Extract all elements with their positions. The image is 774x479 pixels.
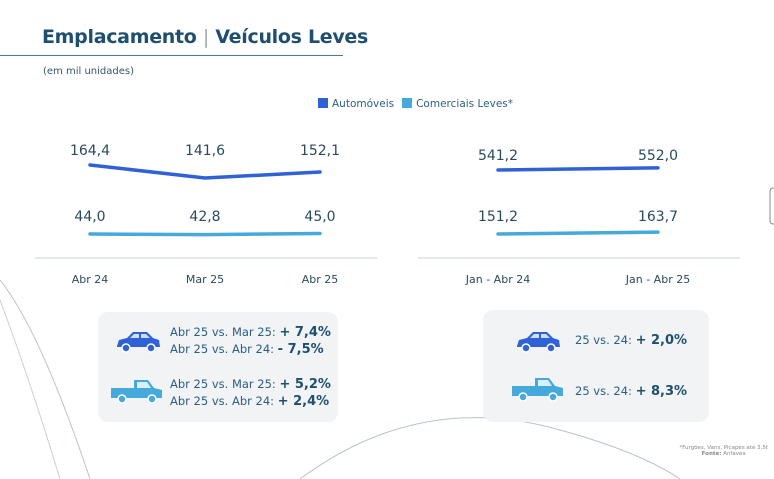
title-rule	[0, 55, 343, 56]
data-label: 163,7	[638, 209, 678, 225]
comparison-label: Abr 25 vs. Abr 24:	[170, 342, 275, 356]
comparison-value: + 8,3%	[635, 384, 688, 399]
decor-curve	[0, 299, 61, 479]
decor-curve	[299, 417, 681, 479]
comparison-value: + 2,4%	[277, 394, 330, 409]
comparison-row: Abr 25 vs. Abr 24: + 2,4%	[170, 393, 331, 410]
comparison-value: + 7,4%	[279, 325, 331, 340]
comparison-value: + 5,2%	[279, 377, 331, 392]
page-title: Emplacamento | Veículos Leves	[42, 26, 368, 48]
car-icon	[517, 332, 560, 353]
ytd-comparison-box: 25 vs. 24: + 2,0% 25 vs. 24: + 8,3%	[483, 310, 709, 422]
legend-swatch	[318, 98, 328, 108]
series-line	[88, 231, 322, 237]
decor-curve	[0, 279, 91, 479]
x-tick-label: Jan - Abr 25	[625, 273, 690, 286]
title-main: Emplacamento	[42, 26, 197, 48]
data-label: 164,4	[70, 143, 110, 159]
series-line	[496, 230, 660, 236]
comparison-value: + 2,0%	[635, 333, 688, 348]
data-label: 141,6	[185, 143, 225, 159]
comparison-row: Abr 25 vs. Mar 25: + 5,2%	[170, 376, 331, 393]
x-tick-label: Jan - Abr 24	[465, 273, 530, 286]
car-icon	[117, 332, 160, 353]
comparison-value: - 7,5%	[277, 342, 324, 357]
pickup-comparisons: Abr 25 vs. Mar 25: + 5,2% Abr 25 vs. Abr…	[170, 376, 331, 410]
legend-label: Comerciais Leves*	[416, 98, 513, 110]
comparison-label: 25 vs. 24:	[575, 384, 632, 398]
pickup-icon	[111, 380, 162, 404]
data-label: 552,0	[638, 148, 678, 164]
monthly-comparison-box: Abr 25 vs. Mar 25: + 7,4% Abr 25 vs. Abr…	[98, 312, 338, 422]
title-separator: |	[202, 26, 209, 48]
source: Anfavea	[723, 451, 746, 457]
subtitle: (em mil unidades)	[43, 66, 134, 77]
series-line	[88, 163, 322, 180]
legend-item-automoveis: Automóveis	[318, 98, 394, 110]
data-label: 42,8	[189, 209, 220, 225]
comparison-label: Abr 25 vs. Abr 24:	[170, 394, 275, 408]
data-label: 541,2	[478, 148, 518, 164]
comparison-row: Abr 25 vs. Abr 24: - 7,5%	[170, 341, 331, 358]
x-tick-label: Mar 25	[186, 273, 224, 286]
comparison-row: Abr 25 vs. Mar 25: + 7,4%	[170, 324, 331, 341]
comparison-label: Abr 25 vs. Mar 25:	[170, 325, 276, 339]
data-label: 44,0	[74, 209, 105, 225]
pickup-icon	[512, 378, 563, 402]
side-handle[interactable]	[769, 187, 774, 225]
data-label: 152,1	[300, 143, 340, 159]
comparison-label: Abr 25 vs. Mar 25:	[170, 377, 276, 391]
series-line	[496, 166, 660, 172]
title-secondary: Veículos Leves	[215, 26, 369, 48]
car-comparisons: Abr 25 vs. Mar 25: + 7,4% Abr 25 vs. Abr…	[170, 324, 331, 358]
x-tick-label: Abr 24	[72, 273, 109, 286]
data-label: 151,2	[478, 209, 518, 225]
x-tick-label: Abr 25	[302, 273, 339, 286]
legend-swatch	[402, 98, 413, 108]
ytd-pickup-comparison: 25 vs. 24: + 8,3%	[575, 383, 687, 400]
data-label: 45,0	[304, 209, 335, 225]
legend-item-comerciais: Comerciais Leves*	[402, 98, 513, 110]
legend: Automóveis Comerciais Leves*	[318, 98, 513, 110]
legend-label: Automóveis	[332, 98, 395, 110]
comparison-label: 25 vs. 24:	[575, 333, 632, 347]
source-label: Fonte:	[701, 451, 722, 457]
footnote-note: *Furgões, Vans, Picapes até 3,5t	[679, 445, 768, 451]
ytd-car-comparison: 25 vs. 24: + 2,0%	[575, 332, 687, 349]
footnote: *Furgões, Vans, Picapes até 3,5t Fonte: …	[679, 445, 768, 457]
